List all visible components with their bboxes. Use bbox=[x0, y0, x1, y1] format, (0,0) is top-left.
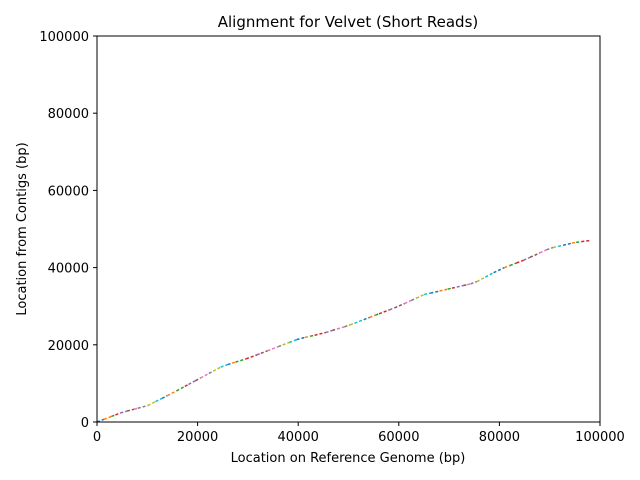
alignment-segment bbox=[504, 264, 511, 269]
alignment-segment bbox=[456, 284, 464, 288]
alignment-segment bbox=[235, 358, 247, 363]
alignment-segment bbox=[310, 334, 315, 337]
alignment-segment bbox=[378, 309, 390, 315]
alignment-segment bbox=[546, 246, 554, 251]
alignment-segment bbox=[430, 290, 440, 294]
alignment-segment bbox=[115, 412, 121, 416]
x-tick-label: 40000 bbox=[278, 430, 319, 445]
alignment-segment bbox=[447, 287, 453, 290]
alignment-segment bbox=[344, 324, 351, 328]
alignment-segment bbox=[509, 262, 517, 267]
alignment-segment bbox=[184, 383, 189, 388]
alignment-segment bbox=[394, 302, 405, 309]
x-tick-label: 20000 bbox=[177, 430, 218, 445]
alignment-segment bbox=[137, 404, 149, 410]
alignment-segment bbox=[581, 239, 591, 243]
alignment-segment bbox=[562, 242, 573, 246]
alignment-segment bbox=[220, 363, 228, 368]
alignment-segment bbox=[354, 318, 364, 324]
y-axis-ticks: 0 20000 40000 60000 80000 100000 bbox=[39, 30, 97, 431]
alignment-segment bbox=[282, 341, 290, 346]
alignment-segment bbox=[451, 286, 457, 289]
alignment-segment bbox=[539, 249, 547, 254]
chart-title: Alignment for Velvet (Short Reads) bbox=[218, 13, 479, 31]
alignment-segment bbox=[155, 397, 163, 403]
alignment-segment bbox=[571, 241, 577, 244]
alignment-segment bbox=[369, 314, 376, 319]
alignment-segment bbox=[389, 307, 395, 311]
alignment-segment bbox=[375, 313, 380, 316]
alignment-segment bbox=[552, 245, 559, 249]
alignment-segment bbox=[439, 288, 448, 292]
x-tick-label: 100000 bbox=[575, 430, 625, 445]
alignment-segment bbox=[296, 336, 306, 341]
alignment-segment bbox=[231, 361, 236, 364]
alignment-segment bbox=[336, 326, 345, 330]
alignment-segment bbox=[208, 370, 214, 375]
alignment-segment bbox=[277, 344, 283, 348]
alignment-segment bbox=[484, 271, 494, 278]
x-axis-label: Location on Reference Genome (bp) bbox=[231, 451, 466, 466]
alignment-segment bbox=[516, 259, 524, 264]
alignment-segment bbox=[195, 377, 201, 382]
y-tick-label: 60000 bbox=[48, 184, 89, 199]
alignment-segment bbox=[267, 345, 279, 352]
alignment-segment bbox=[304, 335, 311, 339]
x-tick-label: 60000 bbox=[378, 430, 419, 445]
alignment-segment bbox=[493, 266, 505, 274]
alignment-segment bbox=[260, 350, 268, 355]
alignment-segment bbox=[423, 292, 431, 296]
alignment-segment bbox=[463, 283, 468, 287]
alignment-segment bbox=[176, 385, 186, 392]
alignment-segment bbox=[288, 338, 297, 344]
y-tick-label: 40000 bbox=[48, 262, 89, 277]
alignment-segment bbox=[227, 362, 233, 366]
alignment-segment bbox=[147, 400, 156, 407]
alignment-series bbox=[96, 239, 591, 423]
y-tick-label: 0 bbox=[81, 416, 89, 431]
alignment-segment bbox=[166, 390, 177, 397]
alignment-segment bbox=[411, 297, 417, 302]
alignment-segment bbox=[415, 293, 425, 299]
alignment-segment bbox=[557, 244, 564, 248]
alignment-segment bbox=[126, 408, 135, 412]
alignment-segment bbox=[103, 415, 112, 421]
alignment-segment bbox=[466, 283, 471, 286]
alignment-segment bbox=[188, 379, 196, 386]
y-tick-label: 80000 bbox=[48, 107, 89, 122]
alignment-segment bbox=[523, 256, 531, 261]
x-tick-label: 80000 bbox=[479, 430, 520, 445]
alignment-segment bbox=[212, 366, 222, 372]
alignment-segment bbox=[470, 280, 478, 285]
x-tick-label: 0 bbox=[93, 430, 101, 445]
alignment-segment bbox=[245, 354, 258, 360]
alignment-segment bbox=[256, 352, 262, 356]
plot-area bbox=[97, 36, 600, 422]
alignment-segment bbox=[476, 276, 486, 283]
alignment-segment bbox=[111, 414, 116, 418]
alignment-segment bbox=[161, 395, 168, 400]
alignment-segment bbox=[120, 410, 128, 414]
alignment-segment bbox=[314, 331, 326, 336]
alignment-segment bbox=[200, 372, 210, 379]
plot-frame bbox=[96, 35, 601, 423]
alignment-segment bbox=[363, 316, 370, 321]
alignment-segment bbox=[133, 407, 138, 410]
alignment-segment bbox=[331, 328, 338, 332]
alignment-segment bbox=[529, 252, 541, 259]
alignment-segment bbox=[349, 322, 355, 326]
alignment-segment bbox=[576, 240, 582, 244]
y-tick-label: 100000 bbox=[39, 30, 89, 45]
x-axis-ticks: 0 20000 40000 60000 80000 100000 bbox=[93, 422, 625, 445]
y-tick-label: 20000 bbox=[48, 339, 89, 354]
alignment-segment bbox=[325, 329, 333, 334]
y-axis-label: Location from Contigs (bp) bbox=[15, 142, 30, 315]
alignment-segment bbox=[404, 299, 412, 305]
